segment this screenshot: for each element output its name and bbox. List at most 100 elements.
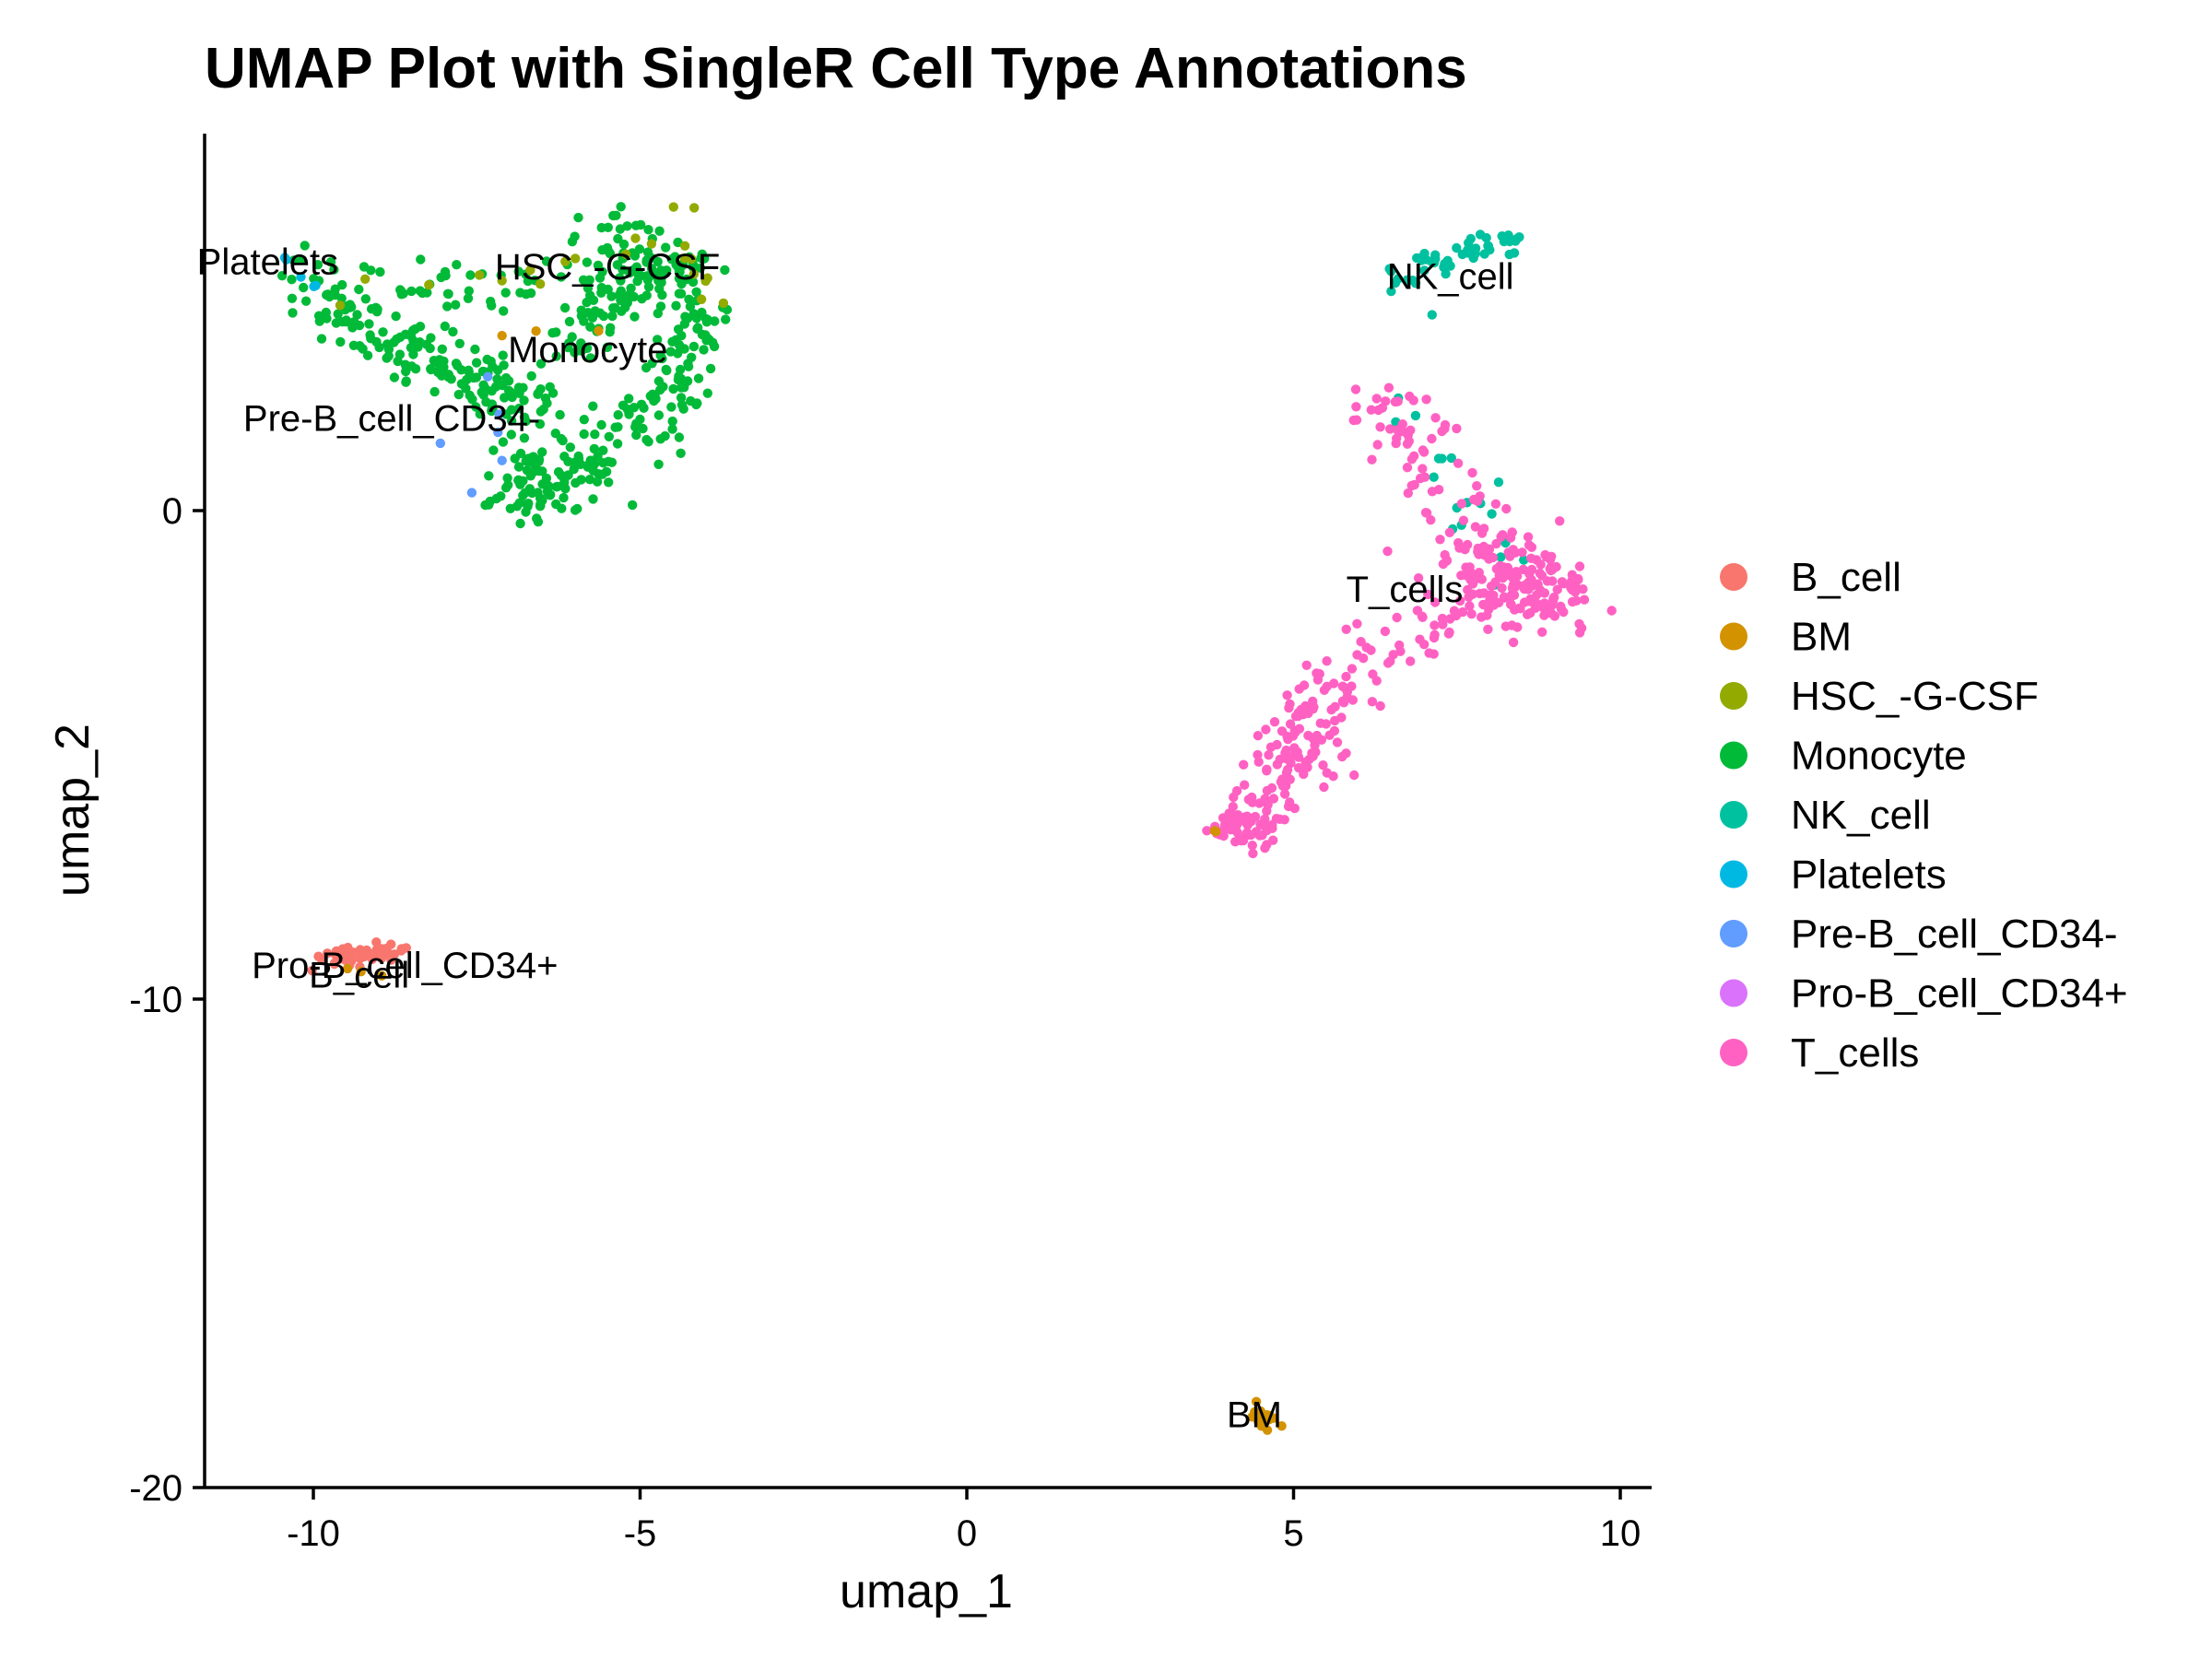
data-point (1350, 384, 1361, 394)
data-point (1430, 620, 1440, 630)
data-point (383, 351, 394, 361)
data-point (1202, 826, 1212, 836)
legend-swatch (1720, 801, 1747, 829)
data-point (1279, 789, 1290, 799)
data-point (1265, 1410, 1275, 1421)
data-point (622, 297, 632, 308)
data-point (616, 202, 626, 212)
data-point (513, 462, 524, 472)
data-point (1218, 813, 1229, 823)
data-point (358, 344, 368, 354)
data-point (287, 275, 297, 285)
data-point (515, 518, 525, 529)
data-point (378, 327, 388, 337)
data-point (362, 350, 373, 360)
data-point (1523, 532, 1534, 542)
data-point (360, 274, 371, 284)
data-point (382, 339, 393, 349)
data-point (603, 222, 613, 232)
data-point (702, 314, 713, 325)
data-point (588, 465, 598, 476)
data-point (1423, 589, 1433, 600)
data-point (347, 318, 359, 329)
data-point (506, 429, 516, 440)
data-point (628, 500, 638, 511)
data-point (1430, 253, 1441, 265)
data-point (498, 350, 508, 360)
data-point (325, 257, 336, 267)
data-point (1380, 626, 1391, 637)
data-point (488, 445, 499, 455)
data-point (705, 363, 716, 374)
data-point (1352, 618, 1362, 629)
data-point (636, 399, 647, 409)
data-point (330, 949, 340, 959)
data-point (392, 334, 402, 345)
data-point (371, 937, 382, 947)
data-point (528, 452, 538, 462)
legend-swatch (1720, 741, 1747, 770)
data-point (559, 302, 571, 313)
data-point (557, 503, 567, 513)
data-point (571, 253, 581, 264)
data-point (535, 493, 546, 503)
data-point (647, 359, 657, 369)
data-point (637, 294, 647, 304)
data-point (1475, 588, 1485, 599)
data-point (1549, 611, 1560, 621)
data-point (1381, 396, 1391, 406)
data-point (537, 447, 547, 457)
data-point (347, 956, 357, 966)
data-point (1484, 545, 1495, 555)
data-point (593, 260, 604, 271)
data-point (680, 312, 690, 322)
x-tick-label: 0 (957, 1513, 977, 1554)
data-point (429, 386, 440, 397)
data-point (465, 270, 476, 280)
data-point (1272, 759, 1283, 770)
data-point (1332, 737, 1343, 747)
data-point (1319, 782, 1329, 793)
data-point (688, 341, 700, 352)
data-point (451, 359, 462, 369)
data-point (1367, 697, 1378, 707)
data-point (406, 286, 417, 297)
data-point (1254, 798, 1265, 808)
data-point (1248, 848, 1258, 859)
data-point (1347, 681, 1357, 691)
data-point (571, 477, 581, 488)
data-point (1519, 555, 1529, 565)
data-point (374, 342, 384, 353)
data-point (1578, 584, 1588, 594)
data-point (1510, 582, 1520, 593)
data-point (413, 342, 423, 352)
data-point (1220, 822, 1231, 832)
data-point (1467, 467, 1477, 478)
data-point (605, 249, 616, 259)
data-point (625, 289, 635, 300)
data-point (475, 270, 485, 280)
data-point (1348, 415, 1359, 426)
data-point (1512, 571, 1523, 582)
data-point (437, 344, 447, 354)
data-point (454, 338, 465, 348)
data-point (589, 443, 599, 454)
data-point (1573, 573, 1583, 584)
data-point (1549, 592, 1559, 603)
data-point (1515, 604, 1525, 614)
data-point (1412, 606, 1423, 616)
data-point (1239, 759, 1249, 770)
data-point (1552, 584, 1562, 594)
data-point (659, 267, 669, 277)
y-axis-title: umap_2 (46, 724, 100, 897)
data-point (510, 453, 520, 464)
data-point (671, 300, 681, 311)
data-point (585, 353, 595, 363)
data-point (398, 288, 408, 299)
data-point (471, 358, 482, 368)
data-point (678, 404, 688, 414)
data-point (329, 265, 339, 275)
data-point (646, 239, 657, 249)
data-point (684, 294, 694, 304)
data-point (1402, 275, 1413, 285)
